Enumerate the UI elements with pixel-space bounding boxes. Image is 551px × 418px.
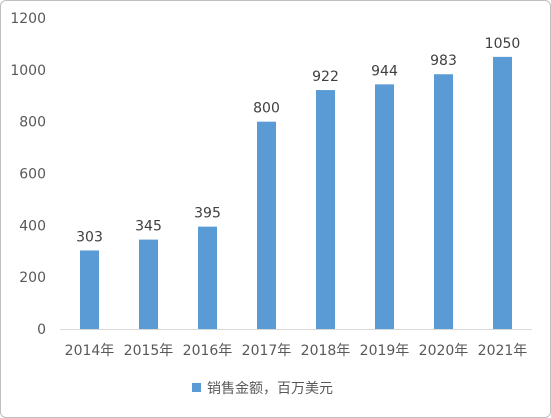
bar xyxy=(375,84,394,329)
bar xyxy=(316,90,335,329)
y-tick-label: 600 xyxy=(19,167,46,183)
data-label: 983 xyxy=(430,53,457,69)
x-tick-label: 2020年 xyxy=(419,343,469,359)
bar xyxy=(434,74,453,329)
bar xyxy=(493,56,512,329)
x-tick-label: 2018年 xyxy=(301,343,351,359)
y-tick-label: 400 xyxy=(19,218,46,234)
data-label: 800 xyxy=(253,101,280,117)
y-tick-label: 1200 xyxy=(10,11,46,27)
y-axis-ticks: 0 200 400 600 800 1000 1200 xyxy=(10,11,46,338)
x-tick-label: 2021年 xyxy=(478,343,528,359)
data-label: 944 xyxy=(371,63,398,79)
legend-swatch xyxy=(192,383,201,392)
y-tick-label: 800 xyxy=(19,115,46,131)
x-tick-label: 2017年 xyxy=(242,343,292,359)
x-tick-label: 2014年 xyxy=(65,343,115,359)
bar xyxy=(257,121,276,330)
y-tick-label: 0 xyxy=(37,322,46,338)
bar-series xyxy=(80,56,512,330)
data-label: 303 xyxy=(76,229,103,245)
y-tick-label: 1000 xyxy=(10,63,46,79)
y-tick-label: 200 xyxy=(19,270,46,286)
x-tick-label: 2019年 xyxy=(360,343,410,359)
data-label: 922 xyxy=(312,69,339,85)
x-axis-ticks: 2014年 2015年 2016年 2017年 2018年 2019年 2020年 2021年 xyxy=(65,343,528,359)
x-tick-label: 2015年 xyxy=(124,343,174,359)
data-label: 395 xyxy=(194,206,221,222)
data-label: 345 xyxy=(135,219,162,235)
legend: 销售金额，百万美元 xyxy=(192,381,333,397)
data-labels: 303 345 395 800 922 944 983 1050 xyxy=(76,36,520,246)
bar xyxy=(198,226,217,329)
legend-label: 销售金额，百万美元 xyxy=(207,381,333,397)
watermark: 搜狐号@中金企信国际咨询 xyxy=(380,10,536,26)
x-tick-label: 2016年 xyxy=(183,343,233,359)
bar xyxy=(139,239,158,329)
data-label: 1050 xyxy=(485,36,521,52)
bar xyxy=(80,250,99,329)
